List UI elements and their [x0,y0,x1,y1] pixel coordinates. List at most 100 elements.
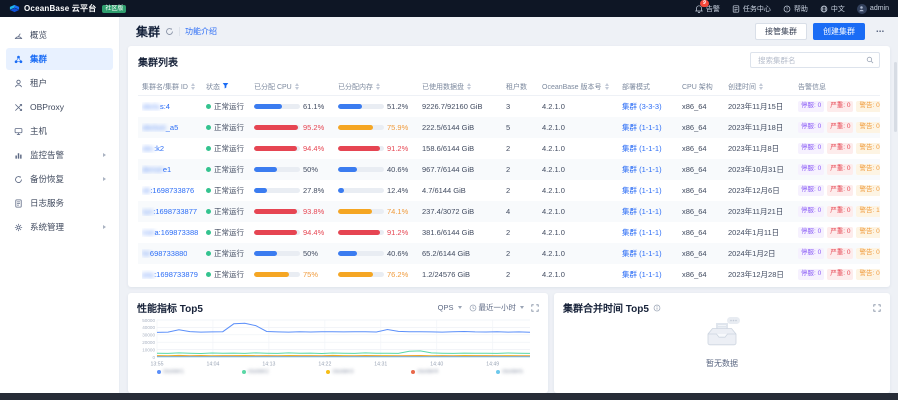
tenant-cell: 2 [502,144,538,153]
column-header[interactable]: 创建时间 [724,82,794,92]
sort-icon[interactable] [376,83,380,90]
column-header[interactable]: 告警信息 [794,82,880,92]
status-label: 正常运行 [214,186,244,195]
created-cell: 2023年11月21日 [724,206,794,217]
svg-text:14:49: 14:49 [486,362,499,368]
sidebar-item-cluster[interactable]: 集群 [6,48,113,70]
deploy-mode-link[interactable]: 集群 (1-1-1) [622,249,662,258]
help-menu-item[interactable]: ? 帮助 [783,4,808,14]
sidebar-item-backup-restore[interactable]: 备份恢复 [6,168,113,190]
legend-item[interactable]: cluster4 [411,369,438,375]
tenant-count: 3 [506,102,511,111]
cluster-name-link[interactable]: obc:k2 [142,144,164,153]
cluster-name-link[interactable]: sys:1698733877 [142,207,197,216]
cluster-search-input[interactable] [756,54,863,66]
alarm-menu-item[interactable]: 告警 9 [695,0,720,14]
legend-label-redacted: cluster4 [417,369,439,375]
cluster-name-link[interactable]: pay:1698733879 [142,270,198,279]
column-header[interactable]: 已分配内存 [334,82,418,92]
cluster-name-link[interactable]: obclust_a5 [142,123,178,132]
deploy-mode-link[interactable]: 集群 (1-1-1) [622,165,662,174]
language-menu-item[interactable]: 中文 [820,4,845,14]
usage-bar [254,167,300,172]
status-dot-icon [206,188,211,193]
cpu-arch-value: x86_64 [682,270,707,279]
more-actions-button[interactable]: ⋯ [871,23,889,40]
disk-cell: 65.2/6144 GiB [418,249,502,258]
search-icon[interactable] [866,56,874,64]
scrollbar-thumb[interactable] [894,62,897,132]
column-header[interactable]: 集群名/集群 ID [138,82,202,92]
fullscreen-icon[interactable] [873,303,881,312]
task-center-menu-item[interactable]: 任务中心 [732,4,771,14]
info-icon[interactable] [653,304,661,312]
column-header[interactable]: 状态 [202,82,250,92]
sort-icon[interactable] [759,83,763,90]
usage-bar-fill [254,209,298,214]
performance-line-chart[interactable]: 0 10000 20000 30000 40000 50000 13:55 14:04 14:1… [137,317,537,369]
deploy-mode-link[interactable]: 集群 (1-1-1) [622,123,662,132]
column-header[interactable]: 已分配 CPU [250,82,334,92]
legend-label-redacted: cluster2 [247,369,269,375]
memory-usage-cell: 91.2% [334,144,418,153]
cluster-name-link[interactable]: ob:1698733876 [142,186,194,195]
cpu-usage-cell: 94.4% [250,228,334,237]
cluster-name-link[interactable]: fol698733880 [142,249,187,258]
sidebar-item-monitor-alarm[interactable]: 监控告警 [6,144,113,166]
deploy-mode-link[interactable]: 集群 (1-1-1) [622,228,662,237]
cluster-name-link[interactable]: meta:1698733881 [142,228,198,237]
fullscreen-icon[interactable] [531,303,539,312]
cluster-name-link[interactable]: obclus:4 [142,102,170,111]
table-row: ob:1698733876 正常运行 27.8% 12.4% 4.7/6144 GiB 2… [138,180,880,201]
legend-item[interactable]: cluster3 [326,369,353,375]
deploy-mode-link[interactable]: 集群 (1-1-1) [622,186,662,195]
critical-badge: 严重: 0 [827,227,854,238]
column-header[interactable]: 租户数 [502,82,538,92]
filter-icon[interactable] [222,82,229,91]
column-header[interactable]: CPU 架构 [678,82,724,92]
sidebar-item-overview[interactable]: 概览 [6,24,113,46]
deploy-mode-link[interactable]: 集群 (1-1-1) [622,270,662,279]
cluster-name-visible: :k2 [154,144,165,153]
metric-select[interactable]: QPS [438,303,462,312]
user-menu-item[interactable]: admin [856,3,889,14]
takeover-cluster-button[interactable]: 接管集群 [755,23,807,40]
sort-icon[interactable] [467,83,471,90]
tenant-count: 2 [506,165,511,174]
deploy-mode-link[interactable]: 集群 (1-1-1) [622,144,662,153]
refresh-icon[interactable] [165,27,174,36]
deploy-mode-link[interactable]: 集群 (1-1-1) [622,207,662,216]
help-label: 帮助 [793,5,808,13]
tenant-count: 2 [506,186,511,195]
sidebar-item-log-service[interactable]: 日志服务 [6,192,113,214]
usage-percent: 50% [303,249,319,258]
created-cell: 2023年11月8日 [724,143,794,154]
sort-icon[interactable] [190,83,195,90]
usage-bar-fill [254,188,267,193]
deploy-mode-link[interactable]: 集群 (3-3-3) [622,102,662,111]
column-header[interactable]: 部署模式 [618,82,678,92]
sidebar-item-host[interactable]: 主机 [6,120,113,142]
usage-bar [338,104,384,109]
sidebar-item-obproxy[interactable]: OBProxy [6,96,113,118]
cluster-name-link[interactable]: demote1 [142,165,171,174]
help-icon: ? [783,5,791,12]
time-range-select[interactable]: 最近一小时 [469,302,524,313]
create-cluster-button[interactable]: 创建集群 [813,23,865,40]
version-cell: 4.2.1.0 [538,186,618,195]
sidebar-item-tenant[interactable]: 租户 [6,72,113,94]
legend-item[interactable]: cluster2 [241,369,269,375]
column-header[interactable]: OceanBase 版本号 [538,82,618,92]
deploy-cell: 集群 (1-1-1) [618,269,678,280]
sort-icon[interactable] [294,83,299,90]
legend-item[interactable]: cluster5 [495,369,523,375]
disk-cell: 967.7/6144 GiB [418,165,502,174]
feature-intro-link[interactable]: 功能介绍 [185,27,218,36]
svg-text:14:04: 14:04 [206,362,219,368]
usage-bar [254,272,300,277]
chevron-down-icon [457,306,462,309]
legend-item[interactable]: cluster1 [157,369,184,375]
sort-icon[interactable] [604,83,609,90]
sidebar-item-system-admin[interactable]: 系统管理 [6,216,113,238]
column-header[interactable]: 已使用数据盘 [418,82,502,92]
